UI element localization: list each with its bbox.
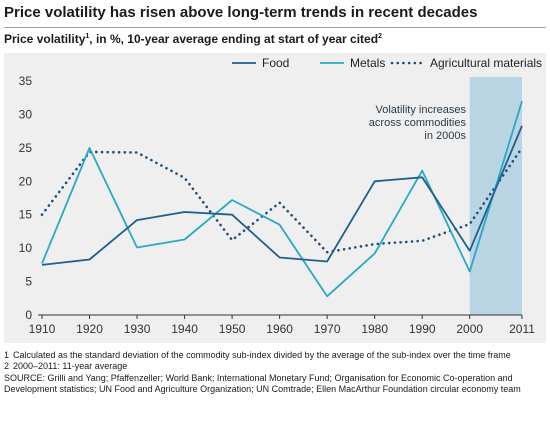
y-tick-label: 15 (19, 208, 33, 222)
x-tick-label: 1910 (29, 322, 56, 336)
x-tick-label: 2000 (456, 322, 483, 336)
x-tick-label: 1980 (361, 322, 388, 336)
x-tick-label: 1930 (124, 322, 151, 336)
y-tick-label: 30 (19, 107, 33, 121)
chart-area: 0 5 10 15 20 25 30 35 1910 1920 1930 1940 1950 1960 19… (4, 53, 546, 343)
highlight-band-2000s (469, 77, 522, 315)
x-tick-label: 1920 (76, 322, 103, 336)
subtitle-footnote-ref-2: 2 (378, 33, 382, 40)
series-line-food (41, 125, 523, 266)
y-tick-label: 5 (25, 275, 32, 289)
subtitle-text-b: , in %, 10-year average ending at start … (89, 32, 379, 46)
series-line-agricultural-materials (40, 146, 524, 254)
highlight-annotation-line: across commodities (369, 117, 467, 129)
x-tick-label: 1990 (409, 322, 436, 336)
subtitle-text-a: Price volatility (4, 32, 86, 46)
series-line-metals (41, 100, 523, 298)
footnote-text: Calculated as the standard deviation of … (13, 350, 511, 360)
footnote-text: 2000–2011: 11-year average (13, 361, 128, 371)
x-tick-label: 1950 (219, 322, 246, 336)
footnote-number: 2 (4, 361, 10, 371)
line-chart: 0 5 10 15 20 25 30 35 1910 1920 1930 1940 1950 1960 19… (19, 56, 542, 336)
y-tick-label: 0 (25, 308, 32, 322)
chart-subtitle: Price volatility1, in %, 10-year average… (4, 32, 382, 46)
source-note: SOURCE: Grilli and Yang; Pfaffenzeller; … (4, 373, 521, 394)
x-tick-label: 2011 (509, 322, 535, 336)
subtitle-footnote-ref-1: 1 (85, 33, 90, 40)
legend-metals-label: Metals (350, 56, 385, 70)
legend-agricultural-materials-label: Agricultural materials (430, 56, 542, 70)
footnote-2: 2 2000–2011: 11-year average (4, 361, 546, 372)
highlight-annotation-line: in 2000s (424, 130, 466, 142)
chart-title: Price volatility has risen above long-te… (4, 4, 546, 28)
footnote-number: 1 (4, 350, 10, 360)
y-tick-label: 20 (19, 174, 33, 188)
y-tick-label: 35 (19, 74, 33, 88)
highlight-annotation-line: Volatility increases (376, 104, 467, 116)
x-tick-label: 1960 (266, 322, 293, 336)
y-tick-label: 25 (19, 141, 33, 155)
legend-food-label: Food (262, 56, 289, 70)
footnotes: 1 Calculated as the standard deviation of… (4, 350, 546, 395)
x-tick-label: 1940 (171, 322, 198, 336)
y-tick-label: 10 (19, 241, 33, 255)
footnote-1: 1 Calculated as the standard deviation of… (4, 350, 546, 361)
x-tick-label: 1970 (314, 322, 341, 336)
